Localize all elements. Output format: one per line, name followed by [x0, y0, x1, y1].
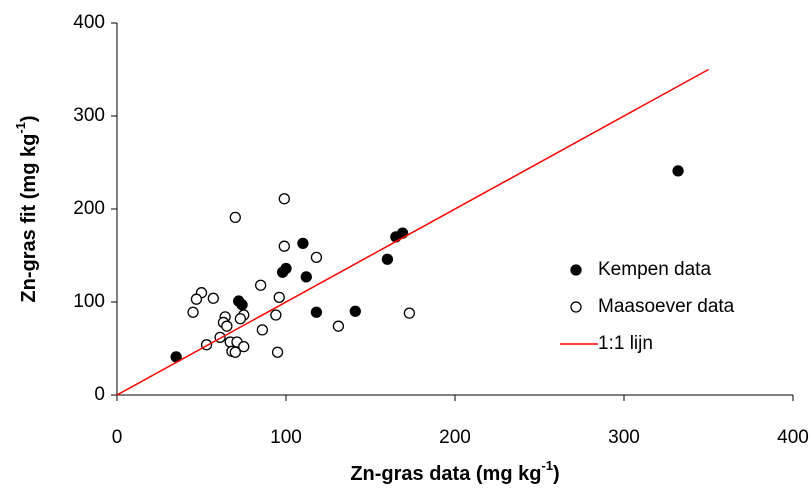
- point: [229, 346, 241, 358]
- point: [256, 324, 268, 336]
- point: [672, 165, 684, 177]
- y-tick-label: 300: [73, 105, 105, 126]
- point: [221, 320, 233, 332]
- y-tick-label: 0: [94, 384, 105, 405]
- point: [229, 211, 241, 224]
- x-tick-label: 100: [270, 427, 302, 448]
- x-label-end: ): [553, 463, 560, 485]
- y-tick-label: 400: [73, 12, 105, 33]
- point: [273, 291, 285, 304]
- x-tick-label: 200: [439, 427, 471, 448]
- legend-label: Maasoever data: [598, 296, 735, 317]
- y-tick-label: 200: [73, 198, 105, 219]
- point: [332, 320, 345, 332]
- legend-label: 1:1 lijn: [598, 333, 653, 354]
- point: [278, 193, 290, 205]
- point: [276, 266, 289, 278]
- y-tick-label: 100: [73, 291, 105, 312]
- point: [381, 253, 394, 265]
- point: [207, 292, 219, 304]
- point: [190, 293, 203, 305]
- x-tick-label: 0: [112, 427, 123, 448]
- x-label-sup: -1: [541, 458, 553, 473]
- y-label-end: ): [18, 115, 40, 122]
- point: [297, 237, 309, 250]
- legend-label: Kempen data: [598, 259, 711, 280]
- x-tick-label: 400: [777, 427, 809, 448]
- point: [310, 251, 323, 264]
- point: [238, 340, 250, 353]
- y-axis-label: Zn-gras fit (mg kg-1): [13, 115, 40, 302]
- point: [278, 240, 290, 252]
- point: [310, 306, 323, 318]
- point: [403, 307, 416, 319]
- legend-marker: [570, 264, 582, 276]
- identity-line: [116, 68, 709, 396]
- legend-marker: [570, 301, 582, 313]
- point: [271, 346, 284, 358]
- point: [234, 313, 247, 325]
- point: [254, 279, 267, 291]
- x-axis-label: Zn-gras data (mg kg-1): [350, 458, 559, 485]
- x-tick-label: 300: [608, 427, 640, 448]
- y-label-sup: -1: [13, 122, 28, 134]
- point: [349, 305, 361, 317]
- y-label-text: Zn-gras fit (mg kg: [18, 134, 40, 303]
- x-label-text: Zn-gras data (mg kg: [350, 463, 541, 485]
- point: [300, 271, 312, 283]
- point: [270, 309, 282, 321]
- point: [187, 306, 199, 318]
- point: [236, 299, 248, 311]
